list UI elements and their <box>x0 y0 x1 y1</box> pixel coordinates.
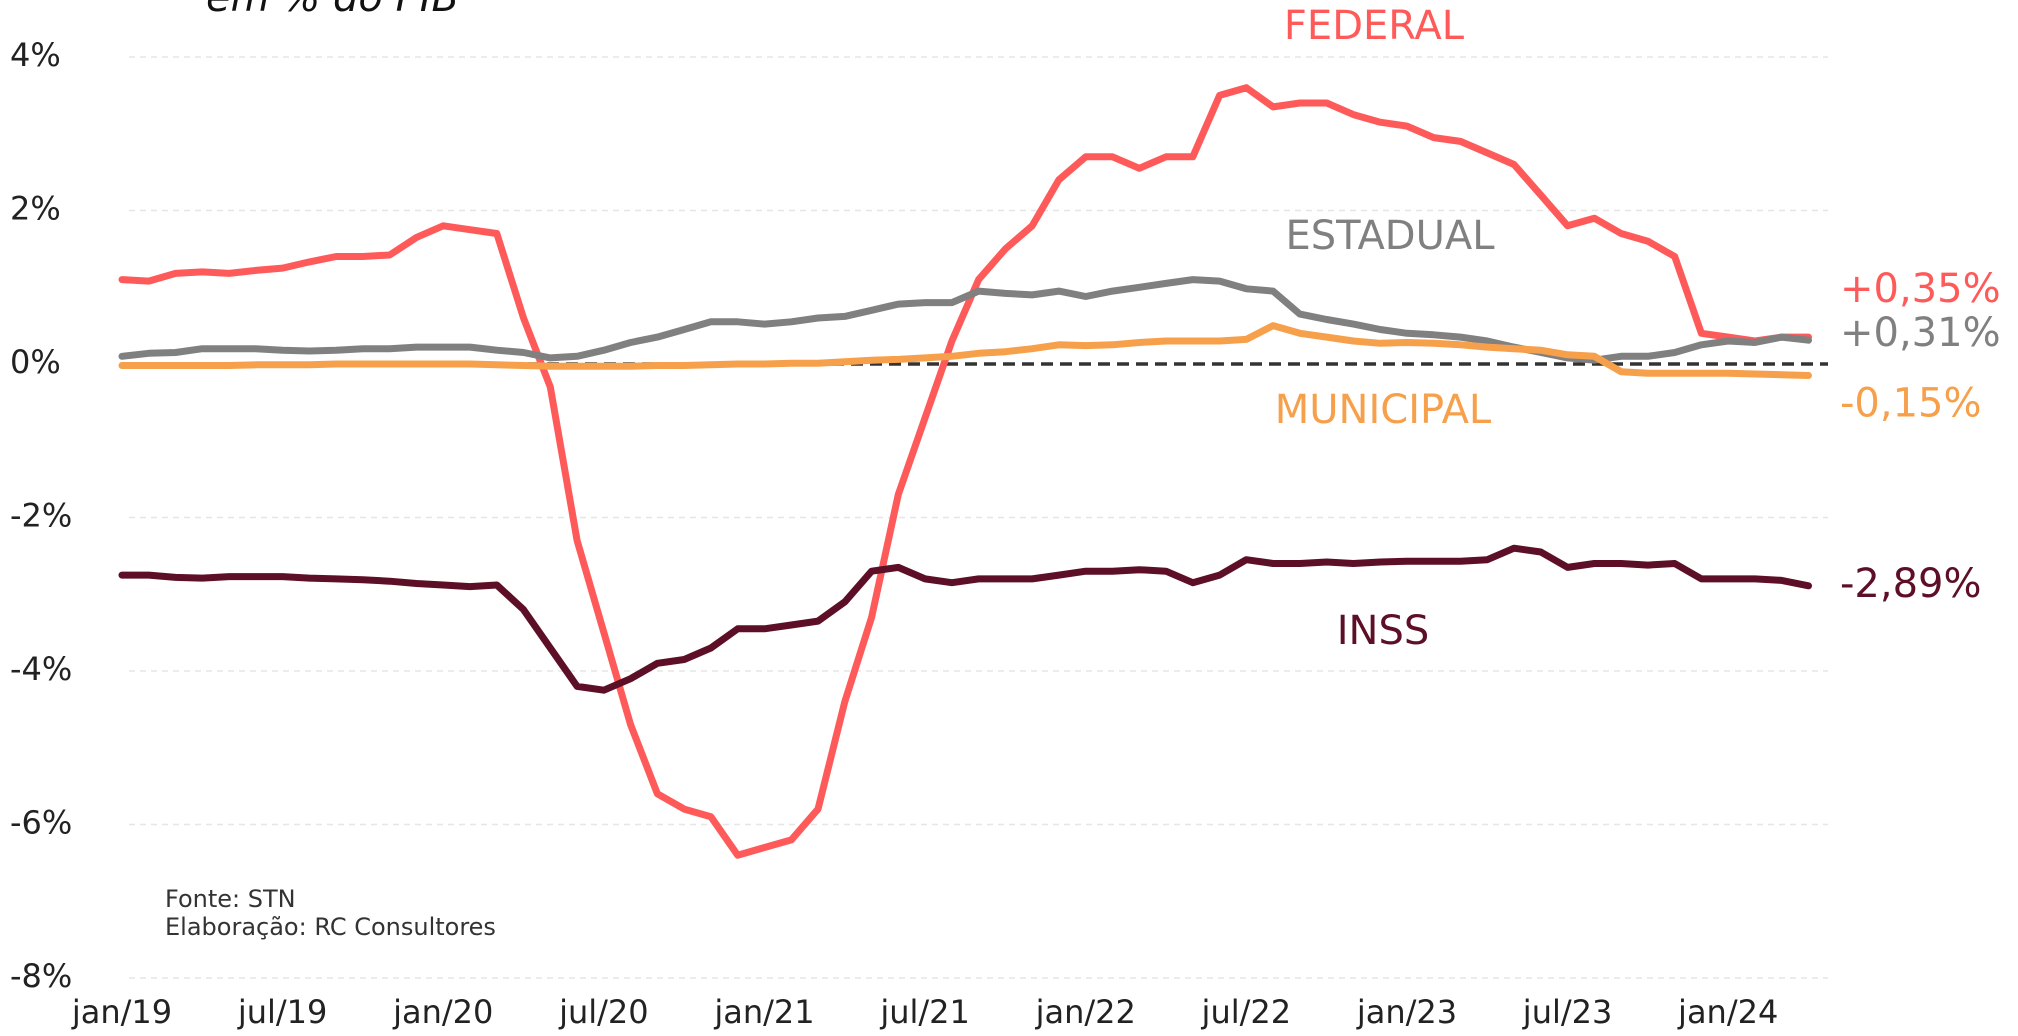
end-label: +0,35% <box>1840 266 2001 312</box>
y-tick-label: 2% <box>10 190 61 228</box>
y-tick-label: 4% <box>10 36 61 74</box>
x-tick-label: jul/21 <box>879 993 970 1031</box>
end-label: -0,15% <box>1840 381 1982 427</box>
x-tick-label: jul/19 <box>237 993 328 1031</box>
x-tick-label: jan/21 <box>713 993 814 1031</box>
series-line <box>118 84 1812 859</box>
series-line <box>118 322 1812 379</box>
x-tick-label: jan/20 <box>392 993 493 1031</box>
credit: Elaboração: RC Consultores <box>165 913 496 941</box>
x-tick-label: jan/23 <box>1356 993 1457 1031</box>
series-label: MUNICIPAL <box>1275 387 1492 433</box>
x-tick-label: jul/22 <box>1201 993 1292 1031</box>
x-tick-label: jan/24 <box>1677 993 1778 1031</box>
end-label: -2,89% <box>1840 561 1982 607</box>
series-label: ESTADUAL <box>1285 213 1495 259</box>
x-tick-label: jan/19 <box>71 993 172 1031</box>
series-label: INSS <box>1337 608 1430 654</box>
y-tick-label: 0% <box>10 343 61 381</box>
x-tick-label: jul/20 <box>558 993 649 1031</box>
y-tick-label: -6% <box>10 804 72 842</box>
y-tick-label: -8% <box>10 957 72 995</box>
series-label: FEDERAL <box>1284 3 1465 49</box>
x-tick-label: jul/23 <box>1522 993 1613 1031</box>
series-line <box>118 276 1812 364</box>
end-label: +0,31% <box>1840 310 2001 356</box>
x-tick-label: jan/22 <box>1035 993 1136 1031</box>
series-line <box>118 544 1812 694</box>
y-tick-label: -2% <box>10 497 72 535</box>
subtitle: em % do PIB <box>206 0 459 21</box>
y-tick-label: -4% <box>10 650 72 688</box>
source: Fonte: STN <box>165 885 296 913</box>
